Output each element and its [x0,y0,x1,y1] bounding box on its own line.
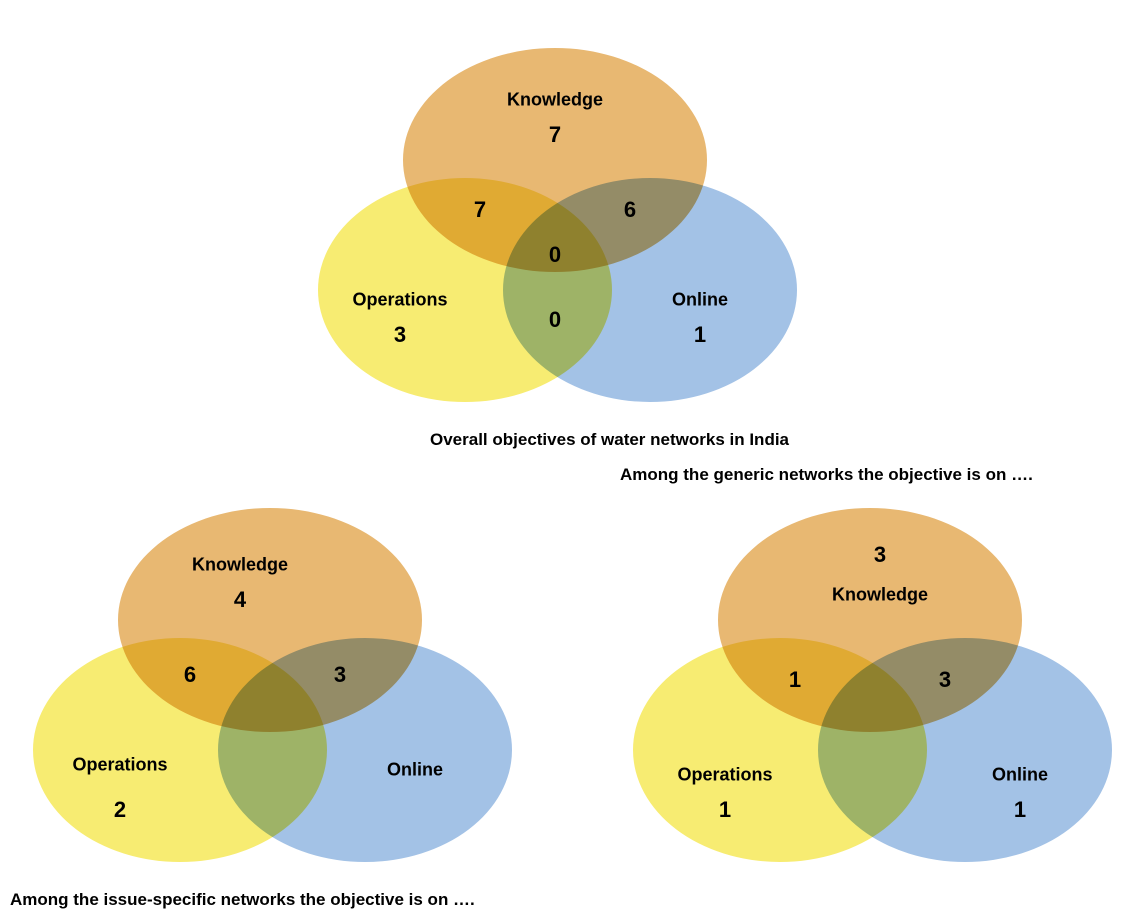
label-online: Online [387,760,443,781]
venn-bottom-left: Knowledge 4 Operations 2 Online 6 3 Amon… [20,490,520,890]
label-knowledge: Knowledge [507,90,603,111]
value-operations: 2 [114,797,126,823]
label-operations: Operations [677,765,772,786]
value-online: 1 [1014,797,1026,823]
value-all: 0 [549,242,561,268]
caption-generic: Among the generic networks the objective… [620,465,1033,485]
value-operations: 3 [394,322,406,348]
label-knowledge: Knowledge [192,555,288,576]
venn-top: Knowledge 7 Operations 3 Online 1 7 6 0 … [305,30,805,430]
label-knowledge: Knowledge [832,585,928,606]
value-knowledge-online: 3 [334,662,346,688]
value-knowledge-operations: 7 [474,197,486,223]
value-online: 1 [694,322,706,348]
label-operations: Operations [352,290,447,311]
value-knowledge: 4 [234,587,246,613]
value-knowledge: 7 [549,122,561,148]
venn-bottom-right: Knowledge 3 Operations 1 Online 1 1 3 [620,490,1120,890]
value-operations: 1 [719,797,731,823]
caption-top: Overall objectives of water networks in … [430,430,789,450]
label-online: Online [672,290,728,311]
label-online: Online [992,765,1048,786]
value-knowledge-online: 3 [939,667,951,693]
value-knowledge-operations: 1 [789,667,801,693]
circle-online [215,635,515,865]
value-operations-online: 0 [549,307,561,333]
value-knowledge-online: 6 [624,197,636,223]
circle-online [500,175,800,405]
value-knowledge: 3 [874,542,886,568]
label-operations: Operations [72,755,167,776]
circle-online [815,635,1115,865]
value-knowledge-operations: 6 [184,662,196,688]
caption-bottom-left: Among the issue-specific networks the ob… [10,890,475,910]
